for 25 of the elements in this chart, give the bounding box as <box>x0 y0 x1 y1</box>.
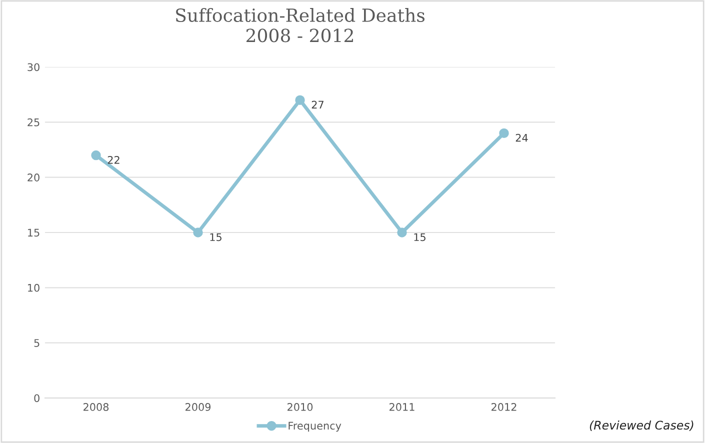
y-tick-label: 30 <box>28 63 40 72</box>
chart-title: Suffocation-Related Deaths 2008 - 2012 <box>176 8 425 42</box>
point <box>91 150 101 160</box>
x-tick-label: 2010 <box>288 403 313 411</box>
data-label: 15 <box>414 233 426 242</box>
point <box>295 95 305 105</box>
y-tick-label: 0 <box>34 394 40 402</box>
point <box>397 228 407 238</box>
data-label: 24 <box>516 134 528 142</box>
point <box>193 228 203 238</box>
x-tick-label: 2012 <box>492 403 516 411</box>
y-tick-label: 20 <box>28 174 40 182</box>
x-tick-label: 2011 <box>390 403 414 411</box>
text: (Reviewed Cases) <box>590 420 694 432</box>
point <box>499 128 509 138</box>
y-tick-label: 15 <box>28 228 40 237</box>
x-tick-label: 2009 <box>186 403 211 411</box>
data-label: 27 <box>312 100 324 109</box>
data-label: 22 <box>108 156 120 164</box>
data-label: 15 <box>210 233 222 242</box>
y-tick-label: 25 <box>28 118 40 126</box>
legend-label: Frequency <box>288 422 342 432</box>
y-tick-label: 5 <box>34 339 40 347</box>
x-tick-label: 2008 <box>84 403 109 411</box>
y-tick-label: 10 <box>28 284 40 292</box>
